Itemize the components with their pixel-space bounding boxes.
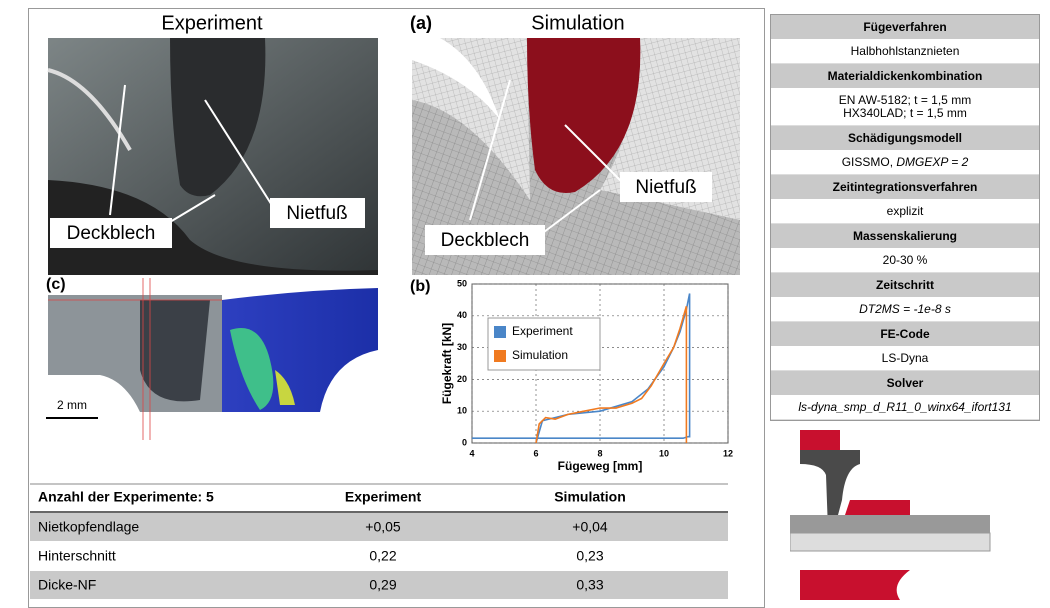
sim-label: Deckblech <box>441 230 530 251</box>
y-tick-label: 50 <box>457 278 467 288</box>
panel-title: Simulation <box>531 12 624 34</box>
y-tick-label: 10 <box>457 406 467 416</box>
panel-label: (b) <box>410 278 430 295</box>
y-tick-label: 20 <box>457 374 467 384</box>
row-label: FE-Code <box>771 322 1039 347</box>
cell: 0,33 <box>576 577 603 593</box>
sim-label: Nietfuß <box>635 177 696 198</box>
icon-part <box>800 430 840 450</box>
cell: Hinterschnitt <box>38 548 116 564</box>
header-cell: Simulation <box>554 489 626 505</box>
row-label: Fügeverfahren <box>771 15 1039 40</box>
cell: Nietkopfendlage <box>38 519 139 535</box>
icon-sheet <box>790 533 990 551</box>
header-cell: Anzahl der Experimente: 5 <box>38 489 214 505</box>
y-tick-label: 30 <box>457 342 467 352</box>
row-value: explizit <box>771 200 1039 224</box>
cell: 0,23 <box>576 548 603 564</box>
page: Deckblech Nietfuß Experiment Deckblech N… <box>0 0 1050 599</box>
photo-label: Nietfuß <box>286 203 347 224</box>
chart: 0 10 20 30 40 50 4 6 8 10 12 Fügeweg [mm] Fügekraft … <box>440 278 733 473</box>
legend-swatch <box>494 326 506 338</box>
header-cell: Experiment <box>345 489 422 505</box>
cell: 0,22 <box>369 548 396 564</box>
value-italic: ls-dyna_smp_d_R11_0_winx64_ifort131 <box>798 400 1011 414</box>
row-value: Halbhohlstanznieten <box>771 40 1039 64</box>
process-table: Fügeverfahren Halbhohlstanznieten Material… <box>770 14 1040 421</box>
x-tick-label: 4 <box>469 448 474 458</box>
photo-label: Deckblech <box>67 223 156 244</box>
value-line: HX340LAD; t = 1,5 mm <box>771 107 1039 120</box>
row-label: Schädigungsmodell <box>771 126 1039 151</box>
legend-swatch <box>494 350 506 362</box>
value-line: LS-Dyna <box>771 352 1039 365</box>
value-line: Halbhohlstanznieten <box>771 45 1039 58</box>
row-value: ls-dyna_smp_d_R11_0_winx64_ifort131 <box>771 396 1039 420</box>
panel-label: (c) <box>46 276 66 293</box>
x-tick-label: 10 <box>659 448 669 458</box>
value-line: 20-30 % <box>771 254 1039 267</box>
legend-label: Experiment <box>512 324 573 338</box>
row-label: Solver <box>771 371 1039 396</box>
cell: 0,29 <box>369 577 396 593</box>
row-value: GISSMO, DMGEXP = 2 <box>771 151 1039 175</box>
rivet-icon <box>790 420 1030 600</box>
section-rivet <box>140 300 210 401</box>
row-label: Massenskalierung <box>771 224 1039 249</box>
icon-part <box>845 500 910 515</box>
row-label: Materialdickenkombination <box>771 64 1039 89</box>
x-axis-label: Fügeweg [mm] <box>558 459 643 473</box>
row-value: 20-30 % <box>771 249 1039 273</box>
value-line: GISSMO, DMGEXP = 2 <box>771 156 1039 169</box>
row-value: LS-Dyna <box>771 347 1039 371</box>
row-label: Zeitintegrationsverfahren <box>771 175 1039 200</box>
cell: +0,05 <box>365 519 401 535</box>
value-italic: DMGEXP = 2 <box>896 155 968 169</box>
legend-label: Simulation <box>512 348 568 362</box>
scale-label: 2 mm <box>57 398 87 412</box>
x-tick-label: 6 <box>533 448 538 458</box>
cell: +0,04 <box>572 519 608 535</box>
row-label: Zeitschritt <box>771 273 1039 298</box>
icon-die <box>800 570 910 600</box>
results-table: Anzahl der Experimente: 5 Experiment Simul… <box>30 484 728 599</box>
icon-sheet <box>790 515 990 533</box>
panel-label: (a) <box>410 13 432 33</box>
y-axis-label: Fügekraft [kN] <box>440 323 454 404</box>
value-italic: DT2MS = -1e-8 s <box>859 302 951 316</box>
y-tick-label: 0 <box>462 437 467 447</box>
panel-title: Experiment <box>161 12 263 34</box>
figure: Deckblech Nietfuß Experiment Deckblech N… <box>0 0 768 599</box>
x-tick-label: 12 <box>723 448 733 458</box>
row-value: DT2MS = -1e-8 s <box>771 298 1039 322</box>
value-line: explizit <box>771 205 1039 218</box>
cell: Dicke-NF <box>38 577 96 593</box>
y-tick-label: 40 <box>457 310 467 320</box>
x-tick-label: 8 <box>597 448 602 458</box>
